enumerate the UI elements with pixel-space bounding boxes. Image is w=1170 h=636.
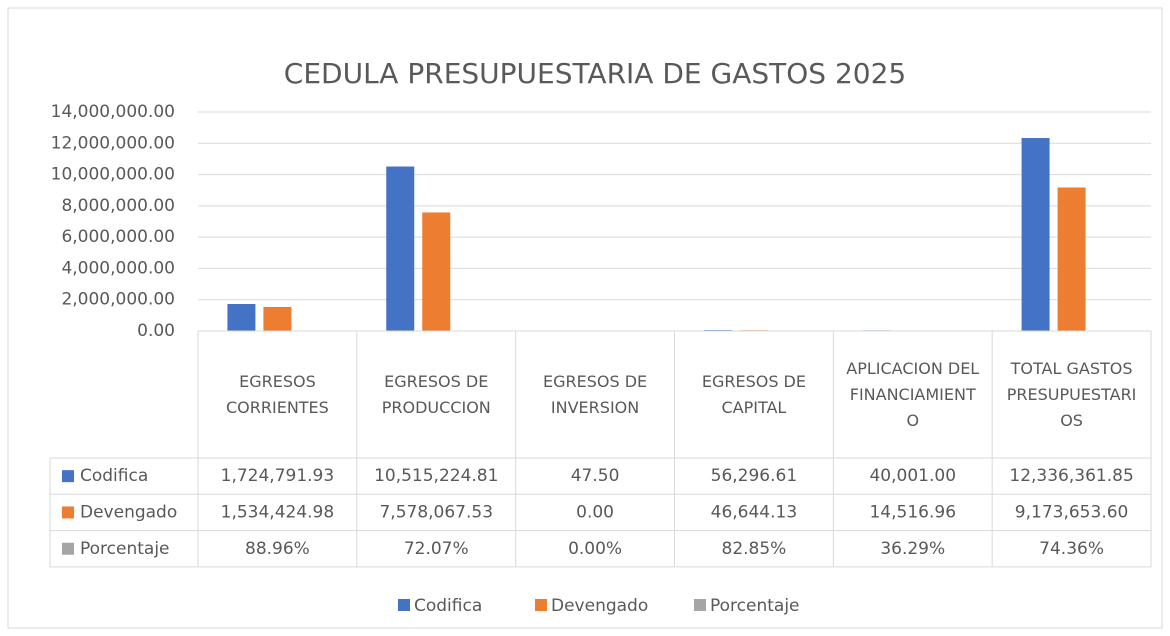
y-tick-label: 10,000,000.00 (51, 165, 175, 185)
table-value: 0.00% (568, 539, 622, 559)
table-value: 74.36% (1039, 539, 1104, 559)
table-value: 36.29% (880, 539, 945, 559)
y-tick-label: 0.00 (137, 321, 175, 341)
table-value: 7,578,067.53 (379, 502, 493, 522)
table-value: 12,336,361.85 (1009, 466, 1133, 486)
table-series-name: Codifica (80, 466, 148, 486)
category-label: EGRESOS CORRIENTES (225, 371, 329, 417)
category-label: EGRESOS DE PRODUCCION (381, 371, 491, 417)
bar (227, 304, 256, 331)
table-value: 72.07% (404, 539, 469, 559)
table-value: 82.85% (722, 539, 787, 559)
table-value: 14,516.96 (869, 502, 956, 522)
table-series-name: Porcentaje (80, 539, 170, 559)
category-label: EGRESOS DE CAPITAL (701, 371, 806, 417)
chart-border (7, 7, 1163, 629)
legend-key (535, 599, 547, 611)
table-value: 56,296.61 (711, 466, 798, 486)
legend-key (694, 599, 706, 611)
bar (386, 166, 415, 331)
bar (263, 306, 292, 331)
category-label: TOTAL GASTOS PRESUPUESTARIOS (1006, 358, 1137, 430)
legend-key (398, 599, 410, 611)
table-series-name: Devengado (80, 502, 177, 522)
table-value: 9,173,653.60 (1015, 502, 1129, 522)
table-value: 47.50 (571, 466, 620, 486)
y-tick-label: 8,000,000.00 (61, 196, 175, 216)
y-tick-label: 12,000,000.00 (51, 133, 175, 153)
bar (1057, 187, 1086, 331)
y-tick-label: 6,000,000.00 (61, 227, 175, 247)
legend-label: Devengado (551, 596, 648, 616)
table-legend-key (62, 506, 74, 519)
y-tick-label: 14,000,000.00 (51, 102, 175, 122)
y-tick-label: 2,000,000.00 (61, 290, 175, 310)
table-value: 0.00 (576, 502, 614, 522)
bar (422, 212, 451, 331)
table-value: 1,724,791.93 (221, 466, 335, 486)
table-value: 46,644.13 (711, 502, 798, 522)
category-label: APLICACION DEL FINANCIAMIENTO (846, 358, 980, 430)
table-value: 10,515,224.81 (374, 466, 498, 486)
legend-label: Porcentaje (710, 596, 800, 616)
bar (1021, 138, 1050, 331)
table-value: 1,534,424.98 (221, 502, 335, 522)
category-label: EGRESOS DE INVERSION (542, 371, 648, 417)
table-legend-key (62, 470, 74, 483)
table-value: 40,001.00 (869, 466, 956, 486)
table-value: 88.96% (245, 539, 310, 559)
chart-title: CEDULA PRESUPUESTARIA DE GASTOS 2025 (284, 57, 906, 90)
table-legend-key (62, 542, 74, 555)
legend-label: Codifica (414, 596, 482, 616)
y-tick-label: 4,000,000.00 (61, 258, 175, 278)
